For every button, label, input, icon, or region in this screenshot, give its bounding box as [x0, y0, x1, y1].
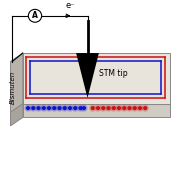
- Polygon shape: [23, 53, 170, 104]
- Circle shape: [126, 105, 133, 111]
- Circle shape: [91, 107, 94, 109]
- Circle shape: [123, 107, 126, 109]
- Polygon shape: [10, 104, 23, 126]
- Circle shape: [72, 105, 78, 111]
- Circle shape: [25, 105, 31, 111]
- Circle shape: [48, 107, 50, 109]
- Circle shape: [137, 105, 143, 111]
- Circle shape: [102, 107, 105, 109]
- Circle shape: [95, 105, 101, 111]
- Circle shape: [63, 107, 66, 109]
- Polygon shape: [76, 53, 99, 98]
- Circle shape: [97, 107, 99, 109]
- Circle shape: [121, 105, 127, 111]
- Text: Bismuten: Bismuten: [10, 70, 16, 104]
- Circle shape: [27, 107, 29, 109]
- Polygon shape: [10, 53, 23, 112]
- Circle shape: [62, 105, 68, 111]
- Circle shape: [128, 107, 131, 109]
- Circle shape: [56, 105, 63, 111]
- Circle shape: [58, 107, 61, 109]
- Circle shape: [30, 105, 36, 111]
- Text: STM tip: STM tip: [99, 69, 128, 78]
- Circle shape: [69, 107, 71, 109]
- Circle shape: [35, 105, 42, 111]
- Circle shape: [118, 107, 120, 109]
- Circle shape: [77, 105, 84, 111]
- Circle shape: [81, 105, 87, 111]
- Circle shape: [28, 9, 42, 22]
- Circle shape: [133, 107, 136, 109]
- Polygon shape: [23, 104, 170, 117]
- Circle shape: [32, 107, 35, 109]
- Circle shape: [107, 107, 110, 109]
- Circle shape: [139, 107, 141, 109]
- Circle shape: [83, 107, 85, 109]
- Circle shape: [79, 107, 82, 109]
- Circle shape: [142, 105, 148, 111]
- Circle shape: [116, 105, 122, 111]
- Text: A: A: [32, 11, 38, 20]
- Circle shape: [105, 105, 112, 111]
- Circle shape: [144, 107, 147, 109]
- Circle shape: [46, 105, 52, 111]
- Circle shape: [112, 107, 115, 109]
- Circle shape: [90, 105, 96, 111]
- Circle shape: [67, 105, 73, 111]
- Circle shape: [41, 105, 47, 111]
- Circle shape: [100, 105, 106, 111]
- Circle shape: [42, 107, 45, 109]
- Circle shape: [132, 105, 138, 111]
- Circle shape: [74, 107, 77, 109]
- Circle shape: [53, 107, 56, 109]
- Circle shape: [37, 107, 40, 109]
- Circle shape: [111, 105, 117, 111]
- Circle shape: [51, 105, 57, 111]
- Text: e⁻: e⁻: [65, 1, 75, 10]
